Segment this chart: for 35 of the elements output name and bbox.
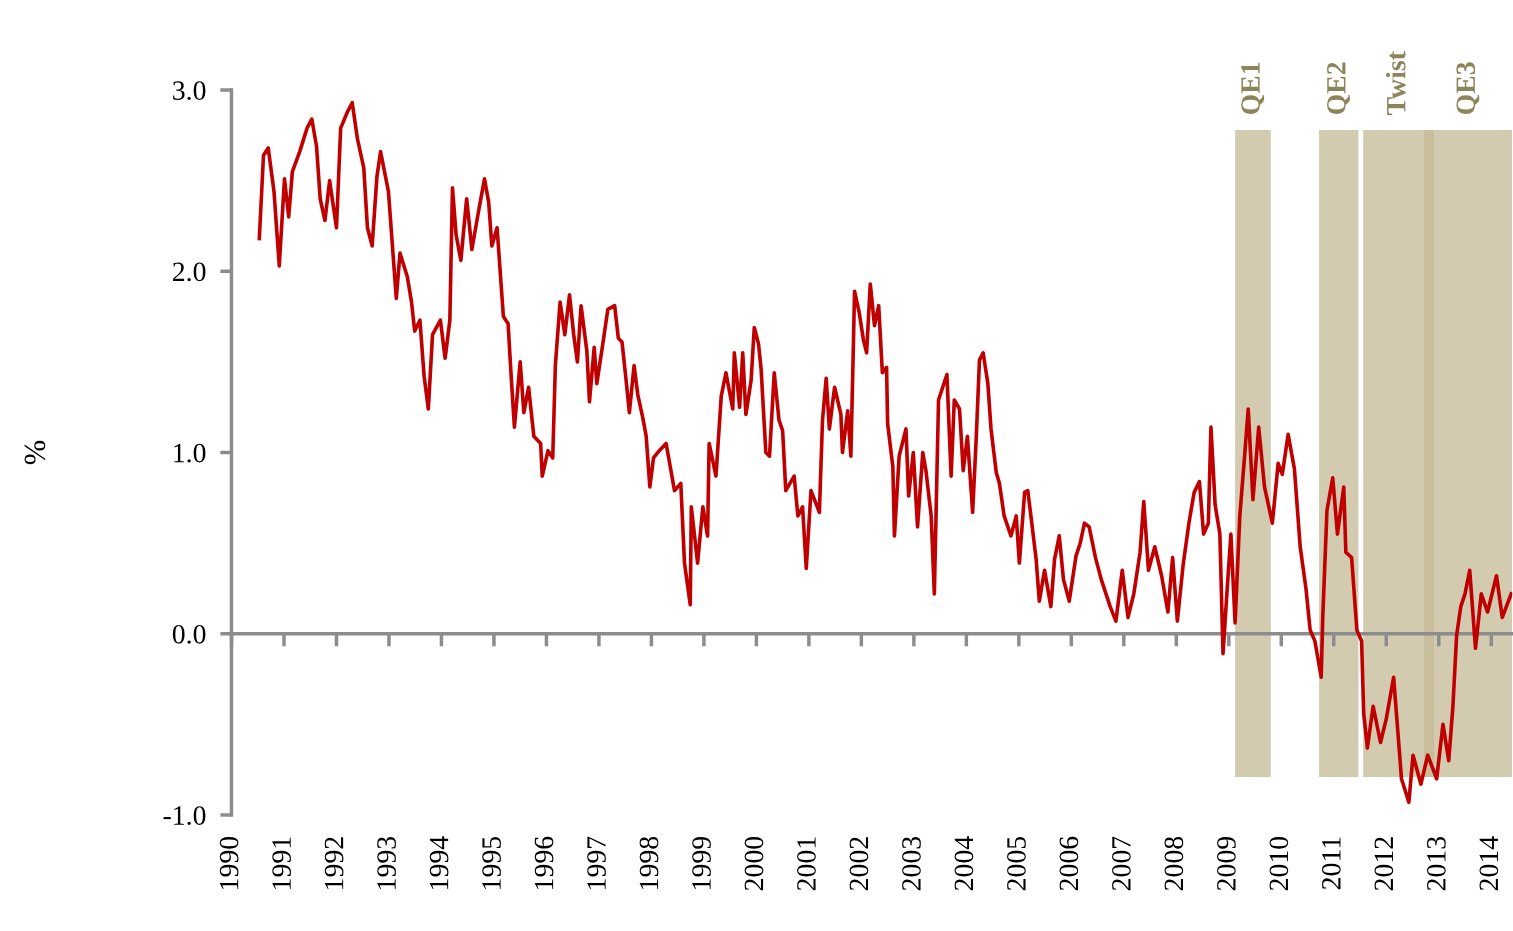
x-tick-label: 1998 xyxy=(639,836,659,889)
x-tick-label: 2013 xyxy=(1426,836,1446,891)
x-tick-label: 2009 xyxy=(1217,836,1236,891)
x-tick-label: 2002 xyxy=(849,837,869,891)
x-tick-label: 1990 xyxy=(219,836,239,889)
x-tick-label: 2007 xyxy=(1112,836,1131,891)
x-tick-label: 2001 xyxy=(797,837,816,891)
x-tick-label: 1994 xyxy=(429,836,449,889)
band-label: QE3 xyxy=(1456,62,1480,115)
x-tick-label: 1995 xyxy=(482,836,501,889)
y-tick-label: 0.0 xyxy=(172,624,206,644)
x-tick-label: 2008 xyxy=(1164,836,1184,891)
y-axis-title: % xyxy=(24,440,46,465)
x-tick-label: 2000 xyxy=(744,836,764,891)
x-tick-label: 1999 xyxy=(692,836,711,889)
band-label: QE2 xyxy=(1327,62,1350,115)
x-tick-label: 2014 xyxy=(1479,836,1499,891)
x-tick-label: 2011 xyxy=(1321,837,1341,890)
x-tick-label: 2006 xyxy=(1059,836,1079,891)
band-label: Twist xyxy=(1386,51,1406,115)
y-tick-label: -1.0 xyxy=(163,806,206,826)
x-tick-label: 2010 xyxy=(1269,836,1289,891)
y-tick-label: 3.0 xyxy=(173,81,206,101)
x-tick-label: 1991 xyxy=(272,837,291,889)
x-tick-label: 2012 xyxy=(1374,837,1394,891)
band-label: QE1 xyxy=(1241,62,1265,115)
y-tick-label: 2.0 xyxy=(172,262,206,282)
x-tick-label: 2004 xyxy=(954,836,974,891)
x-tick-label: 1996 xyxy=(534,836,554,889)
x-tick-label: 1992 xyxy=(324,837,344,889)
x-tick-label: 2003 xyxy=(902,836,921,891)
x-tick-label: 1997 xyxy=(587,836,606,889)
x-tick-label: 1993 xyxy=(377,836,396,889)
y-tick-label: 1.0 xyxy=(174,443,206,463)
x-tick-label: 2005 xyxy=(1007,836,1026,891)
